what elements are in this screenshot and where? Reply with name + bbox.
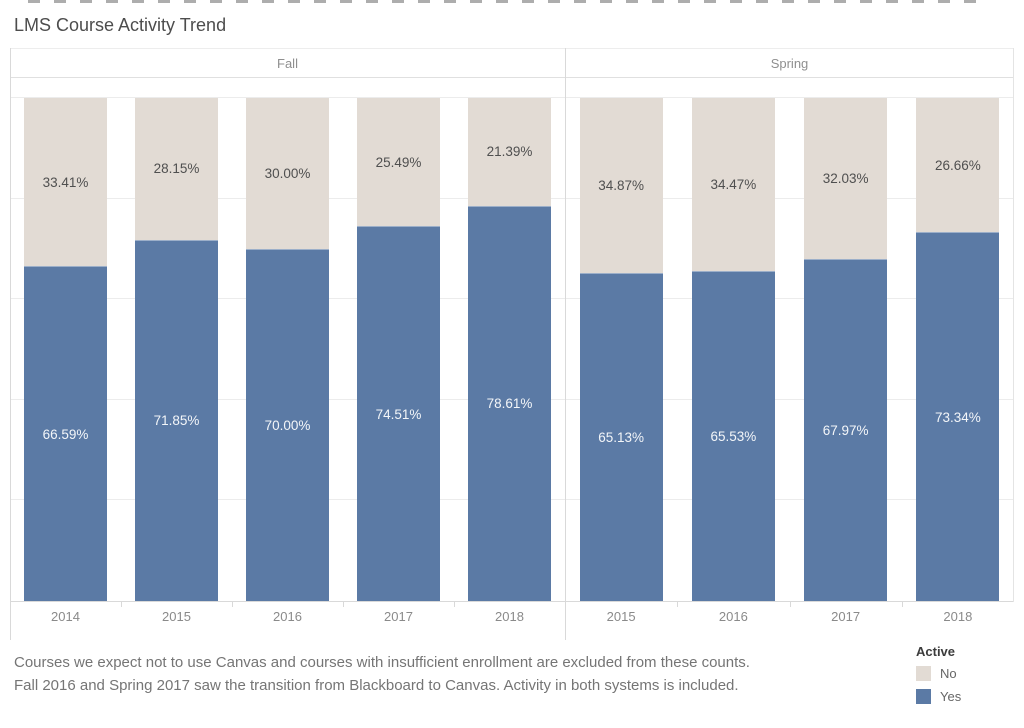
axis-label-fall-2014: 2014 <box>51 609 80 624</box>
segment-yes-fall-2015[interactable]: 71.85% <box>135 239 218 601</box>
panel-fall: 33.41% 66.59% 28.15% 71.85% 30.00% 70.00% 25.4… <box>10 78 565 601</box>
segment-yes-fall-2018[interactable]: 78.61% <box>468 205 551 601</box>
axis-label-spring-2016: 2016 <box>718 609 748 624</box>
segment-yes-spring-2017[interactable]: 67.97% <box>804 259 888 601</box>
bar-fall-2014: 33.41% 66.59% <box>24 98 107 601</box>
stacked-bar-chart: Fall Spring 33.41% 66.59% 28.15% 71.85% 30.00… <box>10 48 1014 640</box>
legend-entries: No Yes <box>916 666 961 704</box>
axis-tick <box>343 602 344 607</box>
bar-spring-2018: 26.66% 73.34% <box>916 98 1000 601</box>
label-no-spring-2017: 32.03% <box>822 171 869 187</box>
label-no-spring-2016: 34.47% <box>710 177 757 193</box>
panels: 33.41% 66.59% 28.15% 71.85% 30.00% 70.00% 25.4… <box>10 78 1014 601</box>
label-no-spring-2015: 34.87% <box>598 178 645 194</box>
axis-label-fall-2016: 2016 <box>273 609 302 624</box>
segment-no-fall-2015[interactable]: 28.15% <box>135 98 218 240</box>
gridline-100pct <box>10 97 1014 98</box>
label-yes-spring-2017: 67.97% <box>822 423 869 439</box>
label-yes-spring-2015: 65.13% <box>598 430 645 446</box>
legend-title: Active <box>916 644 956 659</box>
label-no-fall-2015: 28.15% <box>153 161 200 177</box>
label-no-fall-2016: 30.00% <box>264 165 311 181</box>
segment-no-fall-2016[interactable]: 30.00% <box>246 98 329 249</box>
axis-tick <box>789 602 791 607</box>
axis-label-spring-2015: 2015 <box>606 609 636 624</box>
label-no-spring-2018: 26.66% <box>934 157 981 173</box>
bar-fall-2015: 28.15% 71.85% <box>135 98 218 601</box>
label-yes-fall-2016: 70.00% <box>264 417 311 433</box>
x-axis: 2014 2015 2016 2017 2018 2015 2016 2017 2018 <box>10 602 1014 640</box>
axis-label-fall-2017: 2017 <box>384 609 413 624</box>
segment-no-spring-2016[interactable]: 34.47% <box>691 98 775 272</box>
panel-spring: 34.87% 65.13% 34.47% 65.53% 32.03% 67.97% 26.6… <box>565 78 1014 601</box>
caption: Courses we expect not to use Canvas and … <box>14 651 750 697</box>
legend-swatch-no[interactable] <box>916 666 931 681</box>
segment-yes-spring-2018[interactable]: 73.34% <box>916 232 1000 601</box>
axis-label-fall-2018: 2018 <box>495 609 524 624</box>
legend-item-no[interactable]: No <box>916 666 961 681</box>
label-no-fall-2017: 25.49% <box>375 154 422 170</box>
label-yes-fall-2015: 71.85% <box>153 413 200 429</box>
axis-line-left <box>10 48 11 640</box>
label-yes-fall-2018: 78.61% <box>486 396 533 412</box>
legend-item-yes[interactable]: Yes <box>916 689 961 704</box>
label-no-fall-2018: 21.39% <box>486 144 533 160</box>
segment-yes-fall-2016[interactable]: 70.00% <box>246 248 329 601</box>
segment-no-fall-2018[interactable]: 21.39% <box>468 98 551 206</box>
axis-tick <box>232 602 233 607</box>
bar-spring-2015: 34.87% 65.13% <box>579 98 663 601</box>
panel-header-fall: Fall <box>277 55 298 71</box>
bar-fall-2018: 21.39% 78.61% <box>468 98 551 601</box>
axis-tick <box>121 602 122 607</box>
segment-no-fall-2014[interactable]: 33.41% <box>24 98 107 267</box>
label-yes-spring-2018: 73.34% <box>934 409 981 425</box>
segment-no-fall-2017[interactable]: 25.49% <box>357 98 440 227</box>
bar-fall-2016: 30.00% 70.00% <box>246 98 329 601</box>
panel-header-spring: Spring <box>770 55 809 71</box>
bar-fall-2017: 25.49% 74.51% <box>357 98 440 601</box>
segment-yes-fall-2017[interactable]: 74.51% <box>357 226 440 601</box>
chart-title: LMS Course Activity Trend <box>14 15 227 35</box>
segment-yes-fall-2014[interactable]: 66.59% <box>24 266 107 601</box>
bar-spring-2016: 34.47% 65.53% <box>691 98 775 601</box>
legend-label-yes: Yes <box>940 689 962 704</box>
legend-label-no: No <box>940 666 957 681</box>
segment-yes-spring-2015[interactable]: 65.13% <box>579 273 663 601</box>
segment-no-spring-2018[interactable]: 26.66% <box>916 98 1000 233</box>
label-yes-fall-2017: 74.51% <box>375 406 422 422</box>
caption-line-1: Courses we expect not to use Canvas and … <box>14 654 750 671</box>
panel-headers: Fall Spring <box>10 48 1014 78</box>
axis-label-fall-2015: 2015 <box>162 609 191 624</box>
legend-swatch-yes[interactable] <box>916 689 931 704</box>
legend: Active No Yes <box>916 644 961 712</box>
axis-label-spring-2018: 2018 <box>943 609 973 624</box>
bar-spring-2017: 32.03% 67.97% <box>804 98 888 601</box>
axis-tick <box>901 602 903 607</box>
label-yes-spring-2016: 65.53% <box>710 429 757 445</box>
label-no-fall-2014: 33.41% <box>42 174 89 190</box>
panel-divider <box>565 48 566 640</box>
cropped-toolbar-text-remnant <box>28 0 990 3</box>
label-yes-fall-2014: 66.59% <box>42 426 89 442</box>
segment-no-spring-2017[interactable]: 32.03% <box>804 98 888 260</box>
panel-border-right <box>1013 48 1014 602</box>
caption-line-2: Fall 2016 and Spring 2017 saw the transi… <box>14 677 739 694</box>
axis-tick <box>454 602 455 607</box>
segment-no-spring-2015[interactable]: 34.87% <box>579 98 663 274</box>
plot-area: 33.41% 66.59% 28.15% 71.85% 30.00% 70.00% 25.4… <box>10 78 1014 602</box>
axis-label-spring-2017: 2017 <box>831 609 861 624</box>
axis-tick <box>677 602 679 607</box>
segment-yes-spring-2016[interactable]: 65.53% <box>691 271 775 601</box>
